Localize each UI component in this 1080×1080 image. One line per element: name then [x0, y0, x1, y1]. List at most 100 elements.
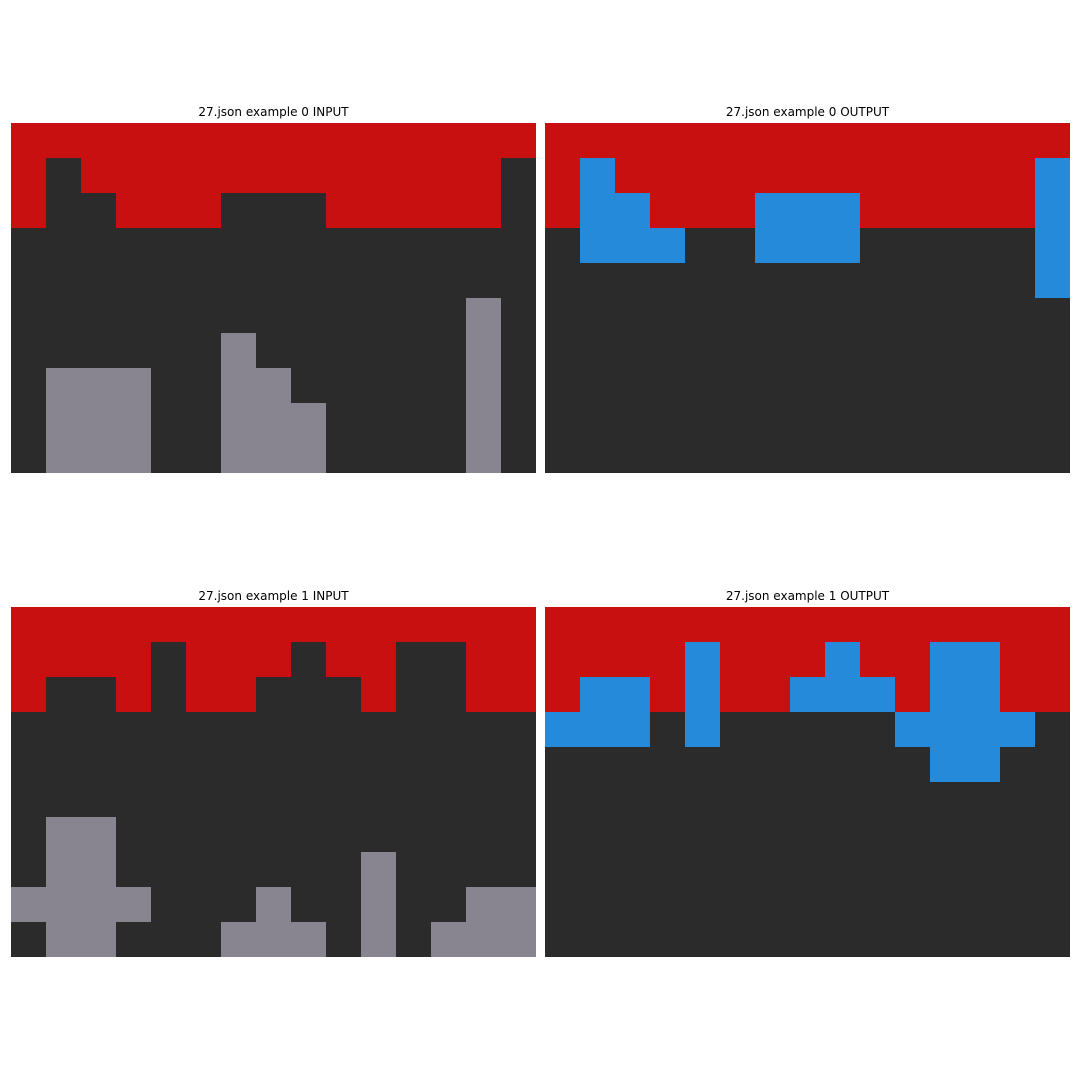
grid-cell [396, 887, 431, 922]
grid-cell [860, 782, 895, 817]
grid-cell [615, 193, 650, 228]
grid-cell [685, 368, 720, 403]
grid-cell [1035, 677, 1070, 712]
grid-cell [291, 438, 326, 473]
grid-cell [186, 887, 221, 922]
grid-cell [361, 403, 396, 438]
grid-cell [396, 817, 431, 852]
grid-cell [116, 263, 151, 298]
grid-cell [755, 228, 790, 263]
grid-cell [256, 438, 291, 473]
grid-cell [186, 368, 221, 403]
grid-cell [895, 228, 930, 263]
grid-cell [291, 193, 326, 228]
grid-cell [1035, 123, 1070, 158]
grid-cell [615, 922, 650, 957]
grid-cell [790, 677, 825, 712]
grid-cell [685, 642, 720, 677]
grid-cell [221, 852, 256, 887]
grid-cell [81, 228, 116, 263]
grid-cell [466, 782, 501, 817]
grid-cell [431, 298, 466, 333]
grid-cell [895, 642, 930, 677]
grid-cell [221, 887, 256, 922]
grid-cell [11, 193, 46, 228]
grid-cell [326, 817, 361, 852]
grid-cell [256, 747, 291, 782]
grid-cell [685, 712, 720, 747]
grid-cell [860, 887, 895, 922]
grid-cell [1035, 298, 1070, 333]
grid-cell [151, 228, 186, 263]
grid-cell [825, 887, 860, 922]
grid-cell [116, 368, 151, 403]
grid-cell [81, 642, 116, 677]
grid-cell [186, 712, 221, 747]
grid-cell [396, 298, 431, 333]
grid-cell [860, 712, 895, 747]
grid-cell [326, 368, 361, 403]
grid-cell [256, 852, 291, 887]
grid-cell [396, 852, 431, 887]
grid-cell [291, 333, 326, 368]
grid-cell [291, 677, 326, 712]
grid-cell [580, 817, 615, 852]
grid-cell [1000, 263, 1035, 298]
grid-cell [396, 747, 431, 782]
grid-cell [930, 887, 965, 922]
grid-cell [256, 368, 291, 403]
grid-cell [895, 193, 930, 228]
grid-cell [151, 158, 186, 193]
grid-cell [361, 922, 396, 957]
grid-cell [895, 887, 930, 922]
grid-cell [501, 263, 536, 298]
grid-cell [46, 852, 81, 887]
grid-cell [81, 123, 116, 158]
grid-cell [396, 782, 431, 817]
grid-cell [545, 333, 580, 368]
example-0-input-grid [11, 123, 536, 473]
grid-cell [860, 158, 895, 193]
grid-cell [685, 263, 720, 298]
grid-cell [396, 677, 431, 712]
grid-cell [720, 747, 755, 782]
grid-cell [965, 677, 1000, 712]
grid-cell [501, 747, 536, 782]
grid-cell [930, 642, 965, 677]
grid-cell [186, 642, 221, 677]
grid-cell [46, 782, 81, 817]
grid-cell [545, 403, 580, 438]
grid-cell [650, 228, 685, 263]
grid-cell [545, 677, 580, 712]
grid-cell [650, 263, 685, 298]
grid-cell [361, 677, 396, 712]
grid-cell [291, 228, 326, 263]
grid-cell [291, 607, 326, 642]
grid-cell [291, 712, 326, 747]
grid-cell [11, 607, 46, 642]
grid-cell [825, 607, 860, 642]
grid-cell [186, 677, 221, 712]
grid-cell [755, 438, 790, 473]
grid-cell [116, 607, 151, 642]
grid-cell [1035, 852, 1070, 887]
grid-cell [615, 642, 650, 677]
grid-cell [151, 607, 186, 642]
grid-cell [186, 158, 221, 193]
grid-cell [326, 852, 361, 887]
grid-cell [1000, 747, 1035, 782]
grid-cell [151, 712, 186, 747]
grid-cell [545, 298, 580, 333]
grid-cell [11, 438, 46, 473]
example-1-output-grid [545, 607, 1070, 957]
grid-cell [580, 607, 615, 642]
grid-cell [431, 782, 466, 817]
grid-cell [685, 403, 720, 438]
grid-cell [501, 228, 536, 263]
grid-cell [326, 193, 361, 228]
grid-cell [1035, 193, 1070, 228]
grid-cell [291, 368, 326, 403]
grid-cell [11, 403, 46, 438]
grid-cell [431, 228, 466, 263]
grid-cell [186, 333, 221, 368]
